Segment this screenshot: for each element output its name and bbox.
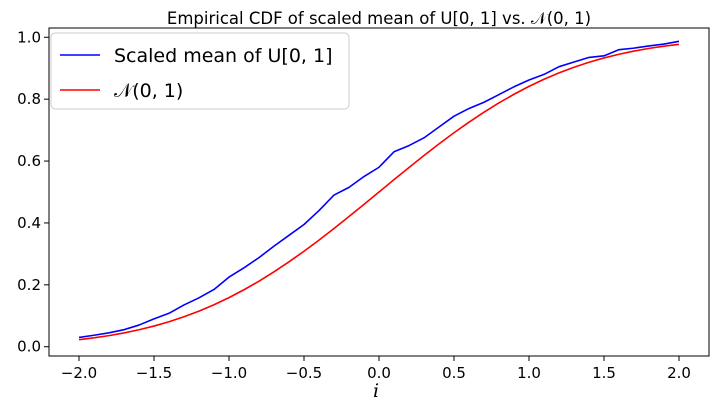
legend: Scaled mean of U[0, 1] 𝒩(0, 1)	[50, 32, 350, 110]
y-tick-label: 0.4	[17, 214, 41, 232]
series-line-1	[78, 43, 680, 341]
y-tick-label: 1.0	[17, 28, 41, 46]
x-tick-label: 0.5	[442, 364, 466, 382]
x-tick-label: −0.5	[286, 364, 322, 382]
x-tick-label: 1.5	[592, 364, 616, 382]
x-tick-label: 0.0	[367, 364, 391, 382]
y-tick-label: 0.6	[17, 152, 41, 170]
series-lines	[78, 40, 680, 341]
series-line-0	[78, 40, 680, 339]
x-tick-label: 1.0	[517, 364, 541, 382]
chart-title: Empirical CDF of scaled mean of U[0, 1] …	[167, 9, 591, 28]
x-axis-label: i	[373, 380, 379, 402]
legend-box	[50, 32, 350, 110]
legend-label-normal: 𝒩(0, 1)	[114, 80, 183, 102]
x-tick-label: −2.0	[61, 364, 97, 382]
y-axis-ticks: 0.0 0.2 0.4 0.6 0.8 1.0	[17, 28, 49, 356]
y-tick-label: 0.0	[17, 338, 41, 356]
legend-label-empirical: Scaled mean of U[0, 1]	[114, 45, 332, 67]
x-axis-ticks: −2.0 −1.5 −1.0 −0.5 0.0 0.5 1.0 1.5 2.0	[61, 356, 691, 382]
x-tick-label: −1.5	[136, 364, 172, 382]
y-tick-label: 0.8	[17, 90, 41, 108]
x-tick-label: 2.0	[667, 364, 691, 382]
x-tick-label: −1.0	[211, 364, 247, 382]
y-tick-label: 0.2	[17, 276, 41, 294]
